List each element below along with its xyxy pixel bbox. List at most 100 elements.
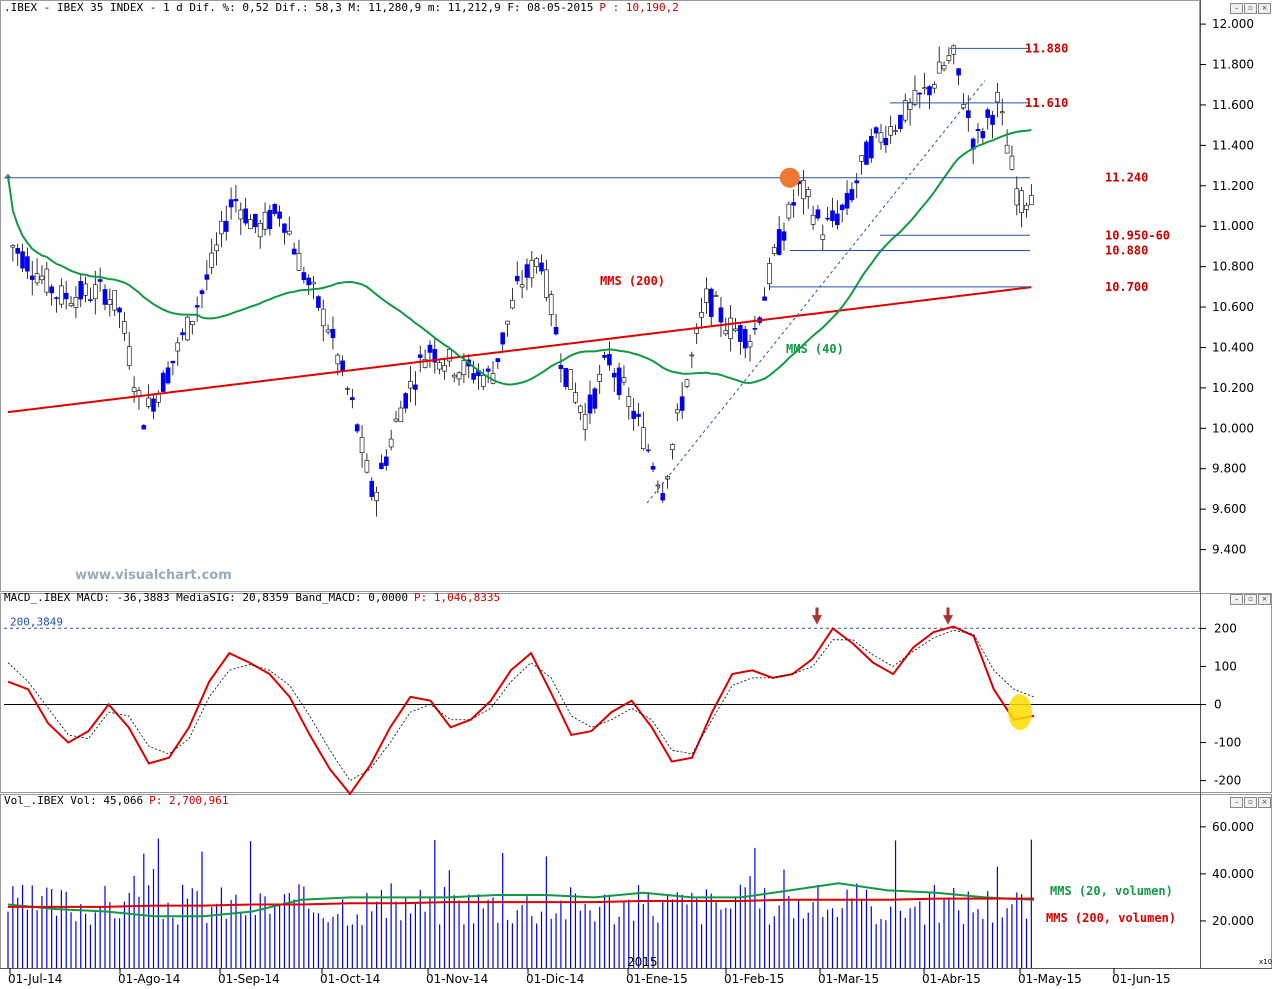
candle-body [645,449,651,452]
candle-body [267,209,273,230]
x-tick-label: 01-Feb-15 [724,972,784,986]
candle-body [233,198,239,202]
candle [248,214,253,230]
candle-body [626,396,632,407]
close-icon[interactable]: × [1258,3,1271,14]
candle-body [185,316,190,341]
candle-body [364,460,370,473]
macd-close-icon[interactable]: × [1258,594,1271,605]
candle [223,205,229,241]
candle [272,202,278,217]
candle [228,187,234,220]
maximize-icon[interactable]: ▫ [1244,3,1257,14]
candle-body [505,320,510,325]
candle-body [893,130,898,132]
candle-body [427,344,433,353]
candle-body [248,219,253,230]
volume-maximize-icon[interactable]: ▫ [1244,797,1257,808]
candle-body [311,281,316,285]
volume-header: Vol_.IBEX Vol: 45,066 P: 2,700,961 [4,794,229,807]
candle-body [359,436,365,453]
price-tick-label: 11.400 [1212,138,1254,152]
x-axis: 01-Jul-14 01-Ago-14 01-Sep-14 01-Oct-14 01-N… [8,968,1171,986]
candle-body [568,369,573,390]
macd-maximize-icon[interactable]: ▫ [1244,594,1257,605]
candle-body [199,290,205,295]
candle-body [912,90,918,105]
candle [194,296,200,322]
macd-minimize-icon[interactable]: – [1230,594,1243,605]
candle-body [175,342,181,352]
panel-frame-0 [0,0,1200,592]
candle [674,403,680,422]
candle-body [815,209,821,219]
volume-close-icon[interactable]: × [1258,797,1271,808]
macd-tick-label: -200 [1214,774,1241,788]
candle [825,206,830,222]
volume-minimize-icon[interactable]: – [1230,797,1243,808]
candle-body [272,204,278,214]
candle [820,224,826,251]
candle-body [340,360,345,372]
candle [73,286,79,319]
candle-body [684,379,690,387]
candle [995,83,1000,118]
candle-body [592,388,598,409]
candle-body [1009,155,1015,170]
candle [311,276,316,300]
price-tick-label: 10.000 [1212,421,1254,435]
volume-tick-label: 20.000 [1212,914,1254,928]
candle [805,186,811,209]
candle-body [282,223,287,233]
candle-body [447,349,452,362]
volume-legend-entry: MMS (20, volumen) [1050,884,1173,898]
candle-body [902,100,908,121]
candle [830,197,835,228]
candle-body [354,424,360,432]
minimize-icon[interactable]: – [1230,3,1243,14]
candle-body [810,214,816,225]
candle [165,361,171,385]
candle-body [73,296,79,308]
candle-body [25,256,30,272]
mms200-annotation: MMS (200) [600,274,665,288]
candle-body [194,305,200,308]
candle-body [752,327,758,330]
macd-header: MACD_.IBEX MACD: -36,3883 MediaSIG: 20,8… [4,591,500,604]
candle-body [156,393,161,403]
price-tick-label: 11.800 [1212,58,1254,72]
candle [1009,145,1015,171]
candle [175,337,181,367]
trendline [646,80,986,504]
candle [708,287,714,327]
candle-body [495,358,501,362]
price-tick-label: 11.200 [1212,179,1254,193]
candle [112,290,117,316]
candle [233,184,239,213]
candle-body [112,290,117,311]
candle-body [296,253,302,271]
candle [1014,176,1020,216]
candle [243,197,248,226]
candle [136,386,142,410]
panel-frames [0,0,1272,969]
candle [510,287,515,310]
price-tick-label: 11.000 [1212,219,1254,233]
candle-body [548,294,554,315]
volume-legend-entry: MMS (200, volumen) [1046,911,1176,925]
candle-body [965,110,971,118]
candle [544,259,549,302]
price-tick-label: 10.200 [1212,381,1254,395]
candle-body [20,251,25,269]
price-tick-label: 11.600 [1212,98,1254,112]
level-label: 10.700 [1105,280,1148,294]
candle [185,315,190,341]
candle-body [558,365,564,370]
candle [990,111,995,139]
mms40-annotation: MMS (40) [786,342,844,356]
candle [694,323,700,345]
candle [117,306,122,329]
candle-body [59,285,64,305]
candle [912,75,918,107]
price-tick-label: 9.400 [1212,543,1246,557]
